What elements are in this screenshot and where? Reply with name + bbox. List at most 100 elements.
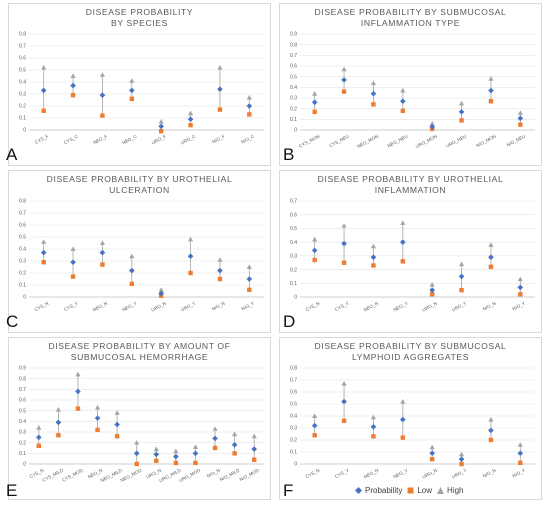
high-point: [187, 236, 194, 242]
chart-frame: [279, 3, 542, 166]
y-tick-label: 0.1: [290, 281, 297, 287]
y-tick-label: 0.3: [19, 92, 26, 98]
high-point: [341, 223, 347, 228]
x-tick-label: CYS_Y: [334, 468, 350, 479]
chart-frame: [8, 3, 271, 166]
chart-title-line: DISEASE PROBABILITY BY UROTHELIAL: [47, 174, 233, 184]
low-point: [75, 406, 81, 411]
probability-point: [370, 90, 377, 97]
legend-item-high: High: [437, 486, 464, 495]
low-point: [488, 264, 494, 270]
x-tick-label: CYS_N: [29, 468, 45, 480]
y-tick-label: 0.6: [290, 64, 297, 70]
high-point: [488, 76, 494, 81]
low-point: [70, 274, 76, 279]
probability-point: [40, 87, 47, 94]
low-point: [232, 451, 237, 456]
probability-point: [311, 422, 318, 429]
high-point: [114, 410, 120, 415]
y-tick-label: 0.6: [19, 56, 26, 62]
y-tick-label: 0.2: [19, 104, 26, 110]
x-tick-label: N/O_Y: [512, 468, 527, 479]
high-point: [55, 407, 61, 412]
chart-svg: DISEASE PROBABILITY BY UROTHELIALULCERAT…: [8, 170, 271, 333]
diamond-marker-icon: [355, 487, 362, 494]
chart-title-line: DISEASE PROBABILITY BY SUBMUCOSAL: [315, 341, 507, 351]
panel-letter-d: D: [283, 312, 296, 331]
y-tick-label: 0.4: [19, 80, 26, 86]
low-point: [41, 108, 46, 113]
low-point: [247, 112, 252, 117]
high-point: [341, 381, 347, 386]
y-tick-label: 0.3: [19, 259, 26, 265]
high-point: [158, 287, 164, 292]
low-point: [41, 260, 46, 265]
y-tick-label: 0.1: [290, 450, 297, 456]
probability-point: [40, 249, 47, 256]
high-point: [517, 276, 523, 282]
low-point: [341, 260, 347, 265]
y-tick-label: 0.4: [19, 247, 26, 253]
probability-point: [217, 86, 223, 92]
y-tick-label: 0.6: [290, 390, 297, 396]
y-tick-label: 0.3: [290, 96, 297, 102]
probability-point: [217, 267, 223, 274]
probability-point: [187, 116, 194, 122]
y-tick-label: 0.5: [19, 235, 26, 241]
low-point: [247, 287, 252, 292]
y-tick-label: 0.7: [19, 211, 26, 217]
low-point: [488, 99, 494, 104]
y-tick-label: 0.5: [19, 68, 26, 74]
low-point: [252, 457, 257, 462]
low-point: [70, 93, 76, 98]
high-point: [370, 243, 377, 249]
high-point: [129, 253, 135, 259]
low-point: [518, 460, 523, 465]
high-point: [212, 426, 218, 431]
y-tick-label: 0.3: [290, 254, 297, 260]
high-point: [192, 444, 199, 449]
probability-point: [129, 267, 135, 274]
x-tick-label: N/O_Y: [512, 301, 527, 312]
low-point: [341, 89, 347, 94]
chart-frame: [279, 337, 542, 500]
probability-point: [246, 103, 253, 109]
chart-panel-b: DISEASE PROBABILITY BY SUBMUCOSAL INFLAMM…: [279, 3, 542, 166]
low-point: [341, 418, 347, 423]
y-tick-label: 0.4: [19, 419, 26, 425]
probability-point: [70, 82, 76, 89]
high-point: [217, 65, 223, 70]
high-point: [312, 413, 318, 418]
probability-point: [488, 87, 494, 94]
high-point: [173, 448, 179, 454]
low-point: [95, 427, 100, 433]
y-tick-label: 0.6: [19, 398, 26, 404]
x-tick-label: CYS_N: [305, 468, 321, 480]
chart-title-line: DISEASE PROBABILITY BY SUBMUCOSAL: [315, 7, 507, 17]
probability-point: [370, 254, 377, 261]
x-tick-label: CYS_Y: [334, 301, 350, 312]
y-tick-label: 0.2: [290, 438, 297, 444]
high-point: [488, 417, 494, 422]
chart-svg: DISEASE PROBABILITY BY SUBMUCOSALLYMPHOI…: [279, 337, 542, 500]
x-tick-label: N/O_N: [206, 468, 221, 479]
y-tick-label: 0.9: [19, 366, 26, 372]
low-point: [114, 434, 120, 439]
low-point: [217, 107, 223, 112]
low-point: [429, 457, 435, 462]
high-point: [134, 440, 140, 445]
panel-letter-b: B: [283, 145, 295, 164]
high-point: [312, 236, 318, 242]
chart-frame: [279, 170, 542, 333]
y-tick-label: 0.1: [19, 451, 26, 457]
high-point: [99, 240, 106, 245]
chart-title-line: SUBMUCOSAL HEMORRHAGE: [71, 352, 208, 362]
triangle-marker-icon: [437, 487, 445, 494]
chart-title-line: DISEASE PROBABILITY BY UROTHELIAL: [318, 174, 504, 184]
high-point: [232, 431, 238, 437]
x-tick-label: URO_N: [421, 468, 438, 480]
y-tick-label: 0.7: [290, 199, 297, 205]
x-tick-label: N/O_Y: [241, 301, 256, 312]
legend-label-probability: Probability: [365, 486, 403, 495]
